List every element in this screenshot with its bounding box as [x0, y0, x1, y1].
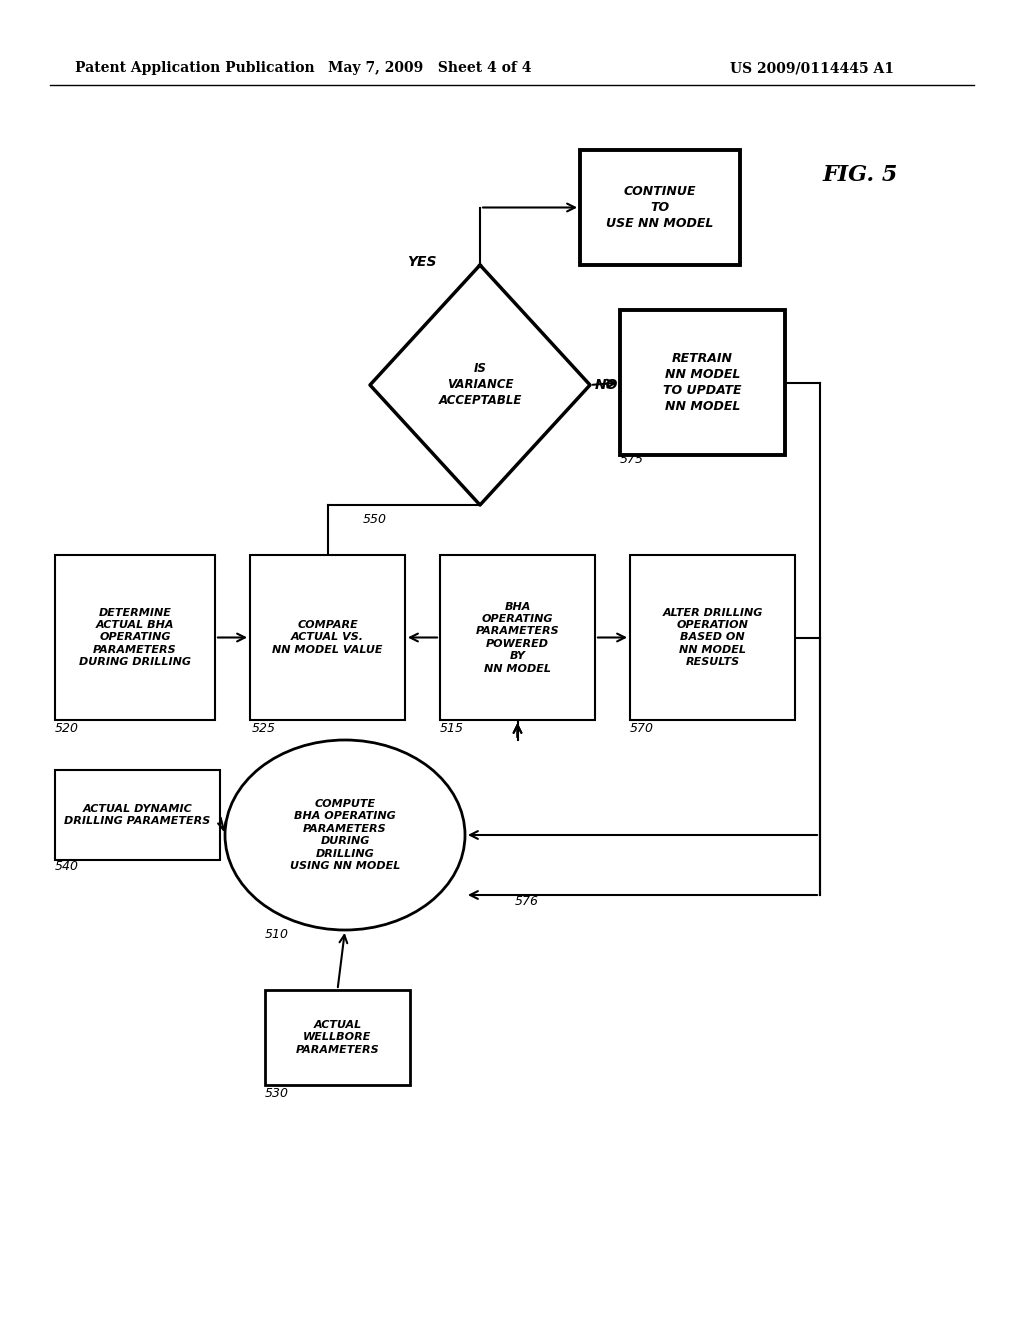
Text: BHA
OPERATING
PARAMETERS
POWERED
BY
NN MODEL: BHA OPERATING PARAMETERS POWERED BY NN M… — [476, 602, 559, 673]
Text: 515: 515 — [440, 722, 464, 735]
Text: IS
VARIANCE
ACCEPTABLE: IS VARIANCE ACCEPTABLE — [438, 363, 521, 408]
Bar — [630, 554, 795, 719]
Text: 576: 576 — [515, 895, 539, 908]
Text: 510: 510 — [265, 928, 289, 941]
Text: 540: 540 — [55, 861, 79, 873]
Text: 575: 575 — [620, 453, 644, 466]
Text: 525: 525 — [252, 722, 276, 735]
Polygon shape — [370, 265, 590, 506]
Text: CONTINUE
TO
USE NN MODEL: CONTINUE TO USE NN MODEL — [606, 185, 714, 230]
Bar — [55, 770, 220, 861]
Text: US 2009/0114445 A1: US 2009/0114445 A1 — [730, 61, 894, 75]
Text: DETERMINE
ACTUAL BHA
OPERATING
PARAMETERS
DURING DRILLING: DETERMINE ACTUAL BHA OPERATING PARAMETER… — [79, 607, 191, 668]
Text: ALTER DRILLING
OPERATION
BASED ON
NN MODEL
RESULTS: ALTER DRILLING OPERATION BASED ON NN MOD… — [663, 607, 763, 668]
Bar — [620, 310, 785, 455]
Ellipse shape — [225, 741, 465, 931]
Text: COMPUTE
BHA OPERATING
PARAMETERS
DURING
DRILLING
USING NN MODEL: COMPUTE BHA OPERATING PARAMETERS DURING … — [290, 799, 400, 871]
Text: 550: 550 — [362, 513, 387, 525]
Bar — [250, 554, 406, 719]
Text: FIG. 5: FIG. 5 — [822, 164, 898, 186]
Text: Patent Application Publication: Patent Application Publication — [75, 61, 314, 75]
Text: May 7, 2009   Sheet 4 of 4: May 7, 2009 Sheet 4 of 4 — [329, 61, 531, 75]
Text: NO: NO — [595, 378, 618, 392]
Bar — [55, 554, 215, 719]
Text: YES: YES — [408, 255, 437, 269]
Text: 570: 570 — [630, 722, 654, 735]
Bar — [265, 990, 410, 1085]
Text: ACTUAL
WELLBORE
PARAMETERS: ACTUAL WELLBORE PARAMETERS — [296, 1020, 379, 1055]
Text: ACTUAL DYNAMIC
DRILLING PARAMETERS: ACTUAL DYNAMIC DRILLING PARAMETERS — [65, 804, 211, 826]
Bar — [580, 150, 740, 265]
Text: RETRAIN
NN MODEL
TO UPDATE
NN MODEL: RETRAIN NN MODEL TO UPDATE NN MODEL — [664, 352, 741, 413]
Text: 530: 530 — [265, 1086, 289, 1100]
Text: 520: 520 — [55, 722, 79, 735]
Text: COMPARE
ACTUAL VS.
NN MODEL VALUE: COMPARE ACTUAL VS. NN MODEL VALUE — [272, 620, 383, 655]
Bar — [440, 554, 595, 719]
